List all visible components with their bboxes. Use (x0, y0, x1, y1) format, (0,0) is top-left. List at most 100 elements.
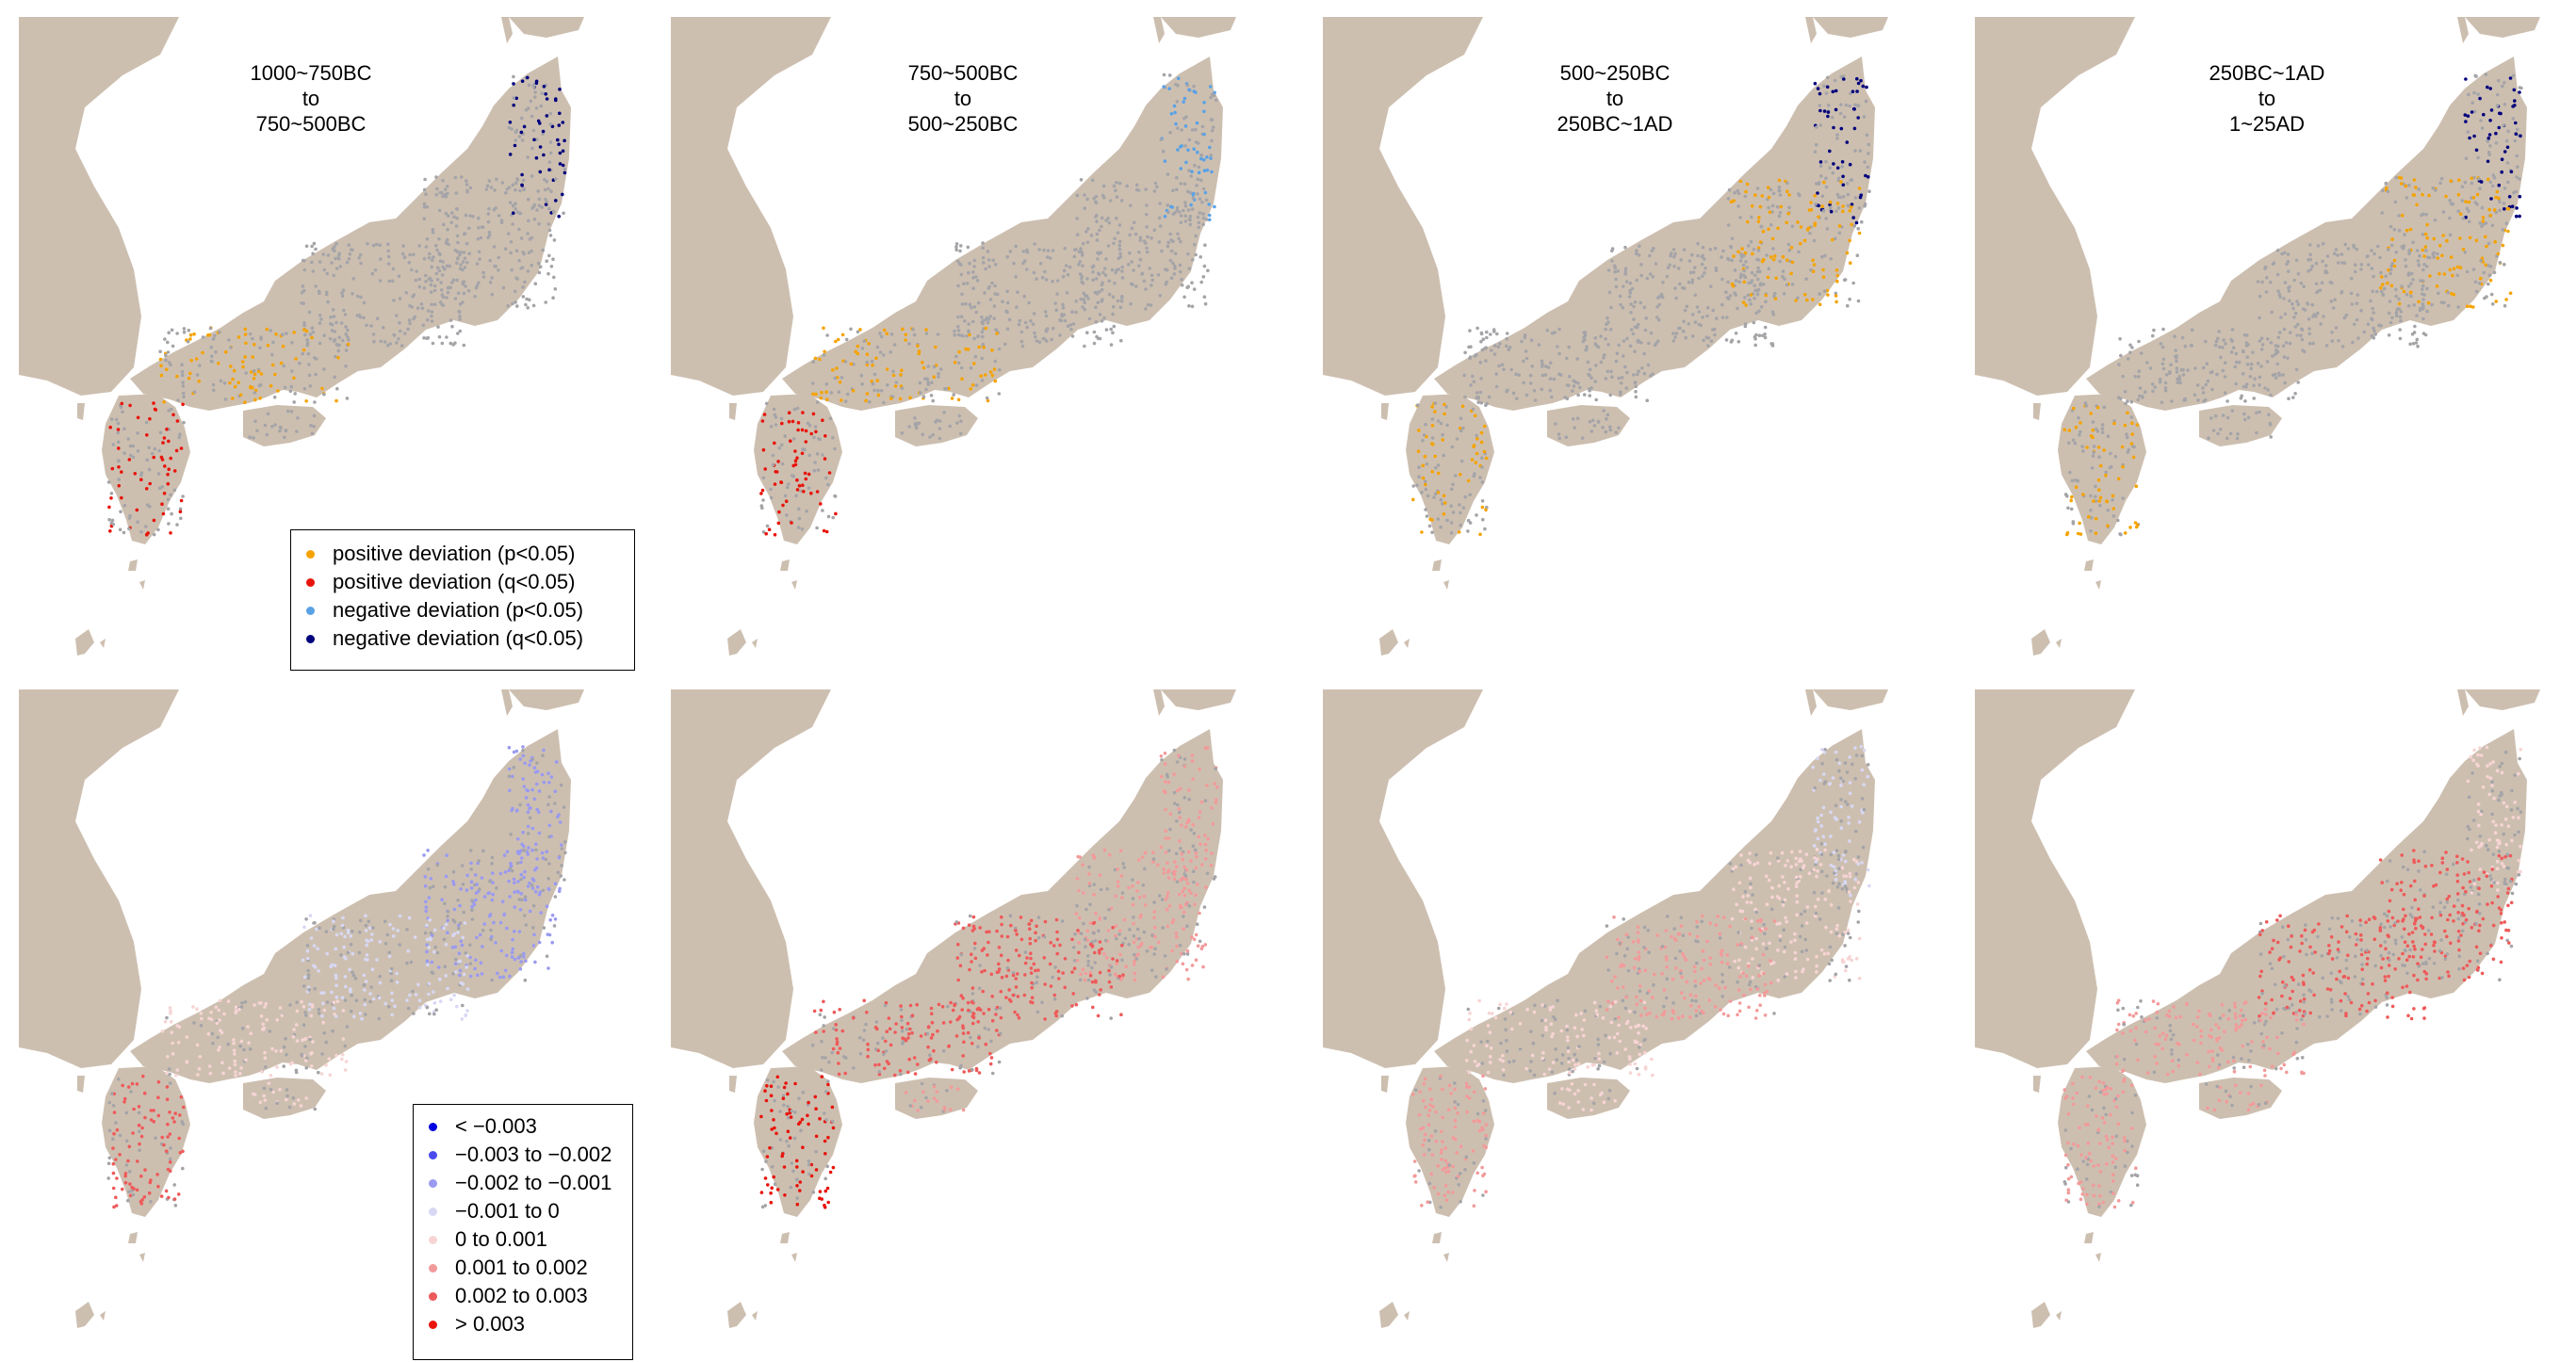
site-dot (801, 483, 805, 487)
site-dot (172, 488, 177, 493)
site-dot (1818, 108, 1822, 113)
site-dot (513, 890, 516, 894)
site-dot (2265, 360, 2270, 364)
site-dot (1060, 313, 1064, 316)
site-dot (136, 1159, 139, 1163)
site-dot (1180, 144, 1183, 148)
site-dot (1743, 275, 1748, 280)
site-dot (340, 1052, 345, 1057)
site-dot (169, 456, 172, 461)
site-dot (2403, 233, 2406, 236)
site-dot (2508, 76, 2513, 80)
site-dot (1151, 857, 1156, 861)
site-dot (987, 265, 991, 268)
site-dot (162, 436, 167, 440)
site-dot (136, 431, 139, 435)
site-dot (2436, 251, 2439, 256)
site-dot (386, 249, 390, 253)
site-dot (956, 325, 960, 329)
site-dot (1054, 308, 1058, 313)
site-dot (849, 327, 853, 332)
site-dot (2412, 303, 2416, 307)
site-dot (2141, 396, 2144, 399)
site-dot (959, 431, 963, 436)
site-dot (1187, 267, 1191, 270)
site-dot (317, 289, 321, 294)
site-dot (476, 973, 480, 977)
site-dot (1860, 219, 1864, 224)
site-dot (467, 251, 472, 255)
site-dot (1057, 977, 1061, 981)
site-dot (1571, 389, 1574, 393)
site-dot (2123, 390, 2128, 394)
site-dot (1430, 436, 1435, 440)
site-dot (1149, 303, 1153, 307)
site-dot (275, 1065, 279, 1069)
site-dot (481, 849, 485, 853)
site-dot (1025, 250, 1030, 254)
site-dot (2248, 375, 2253, 379)
site-dot (926, 381, 930, 384)
site-dot (1172, 872, 1177, 877)
site-dot (284, 429, 288, 433)
site-dot (2217, 345, 2222, 349)
site-dot (423, 875, 428, 879)
site-dot (365, 323, 368, 328)
site-dot (108, 425, 112, 430)
site-dot (1573, 426, 1576, 430)
site-dot (548, 122, 553, 126)
site-dot (2323, 264, 2328, 268)
site-dot (503, 247, 508, 251)
site-dot (111, 1161, 116, 1166)
site-dot (148, 481, 152, 486)
site-dot (554, 760, 559, 764)
site-dot (2398, 315, 2403, 319)
site-dot (1816, 87, 1820, 90)
site-dot (2178, 381, 2182, 385)
site-dot (536, 810, 541, 814)
site-dot (553, 917, 558, 921)
site-dot (541, 248, 545, 252)
site-dot (2179, 368, 2183, 372)
site-dot (2216, 431, 2220, 436)
site-dot (921, 365, 926, 370)
site-dot (304, 244, 309, 249)
site-dot (2159, 342, 2163, 346)
site-dot (1850, 222, 1853, 227)
site-dot (265, 432, 269, 437)
site-dot (1113, 236, 1117, 241)
site-dot (2421, 298, 2425, 301)
site-dot (147, 467, 152, 472)
site-dot (279, 1049, 284, 1053)
site-dot (307, 1008, 312, 1012)
site-dot (2121, 374, 2125, 379)
site-dot (1005, 289, 1009, 294)
site-dot (1189, 203, 1193, 207)
site-dot (1182, 764, 1187, 769)
site-dot (1614, 430, 1618, 434)
site-dot (1820, 204, 1824, 208)
site-dot (2506, 229, 2510, 234)
site-dot (429, 283, 433, 287)
site-dot (444, 211, 448, 216)
site-dot (1007, 317, 1012, 322)
site-dot (510, 950, 514, 954)
site-dot (2478, 221, 2482, 225)
site-dot (1171, 239, 1175, 244)
site-dot (319, 991, 323, 995)
site-dot (1178, 944, 1182, 948)
site-dot (1120, 276, 1125, 280)
site-dot (269, 1088, 273, 1092)
site-dot (175, 1024, 179, 1028)
site-dot (462, 343, 466, 348)
site-dot (1816, 191, 1819, 195)
site-dot (171, 1041, 174, 1046)
site-dot (351, 277, 356, 281)
site-dot (2090, 466, 2095, 470)
site-dot (541, 754, 545, 757)
site-dot (1540, 387, 1544, 392)
site-dot (501, 975, 506, 980)
site-dot (549, 835, 553, 838)
site-dot (494, 264, 497, 268)
site-dot (2097, 499, 2101, 503)
